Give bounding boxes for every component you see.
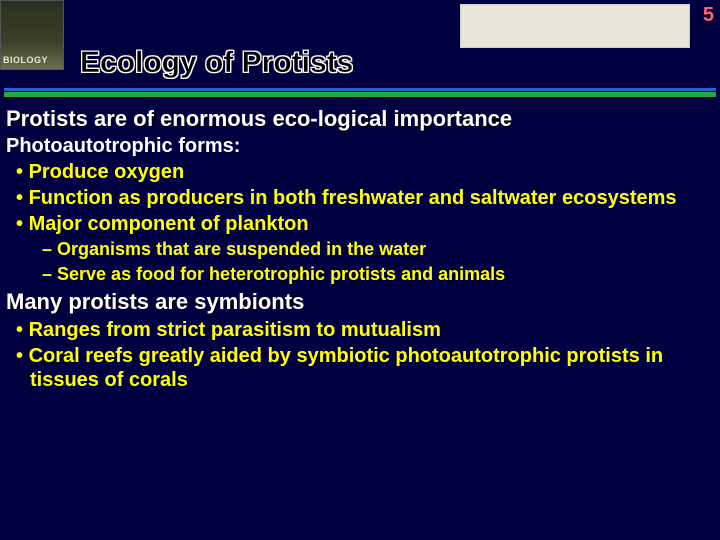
subtitle-symbionts: Many protists are symbionts (6, 289, 714, 315)
slide-title: Ecology of Protists (80, 46, 353, 80)
page-number: 5 (703, 4, 714, 27)
subbullet-suspended: Organisms that are suspended in the wate… (6, 238, 714, 261)
bullet-plankton: Major component of plankton (6, 212, 714, 236)
intro-line: Protists are of enormous eco-logical imp… (6, 106, 714, 132)
subbullet-food: Serve as food for heterotrophic protists… (6, 263, 714, 286)
content-area: Protists are of enormous eco-logical imp… (6, 102, 714, 534)
divider-blue (4, 88, 716, 91)
bullet-producers: Function as producers in both freshwater… (6, 186, 714, 210)
divider-green (4, 92, 716, 97)
header: BIOLOGY 5 Ecology of Protists (0, 0, 720, 90)
bullet-oxygen: Produce oxygen (6, 160, 714, 184)
bullet-coral: Coral reefs greatly aided by symbiotic p… (6, 344, 714, 392)
logo-text: BIOLOGY (3, 55, 48, 65)
subtitle-photoautotrophic: Photoautotrophic forms: (6, 134, 714, 158)
logo-image: BIOLOGY (0, 0, 64, 70)
bullet-parasitism: Ranges from strict parasitism to mutuali… (6, 318, 714, 342)
title-placeholder-box (460, 4, 690, 48)
